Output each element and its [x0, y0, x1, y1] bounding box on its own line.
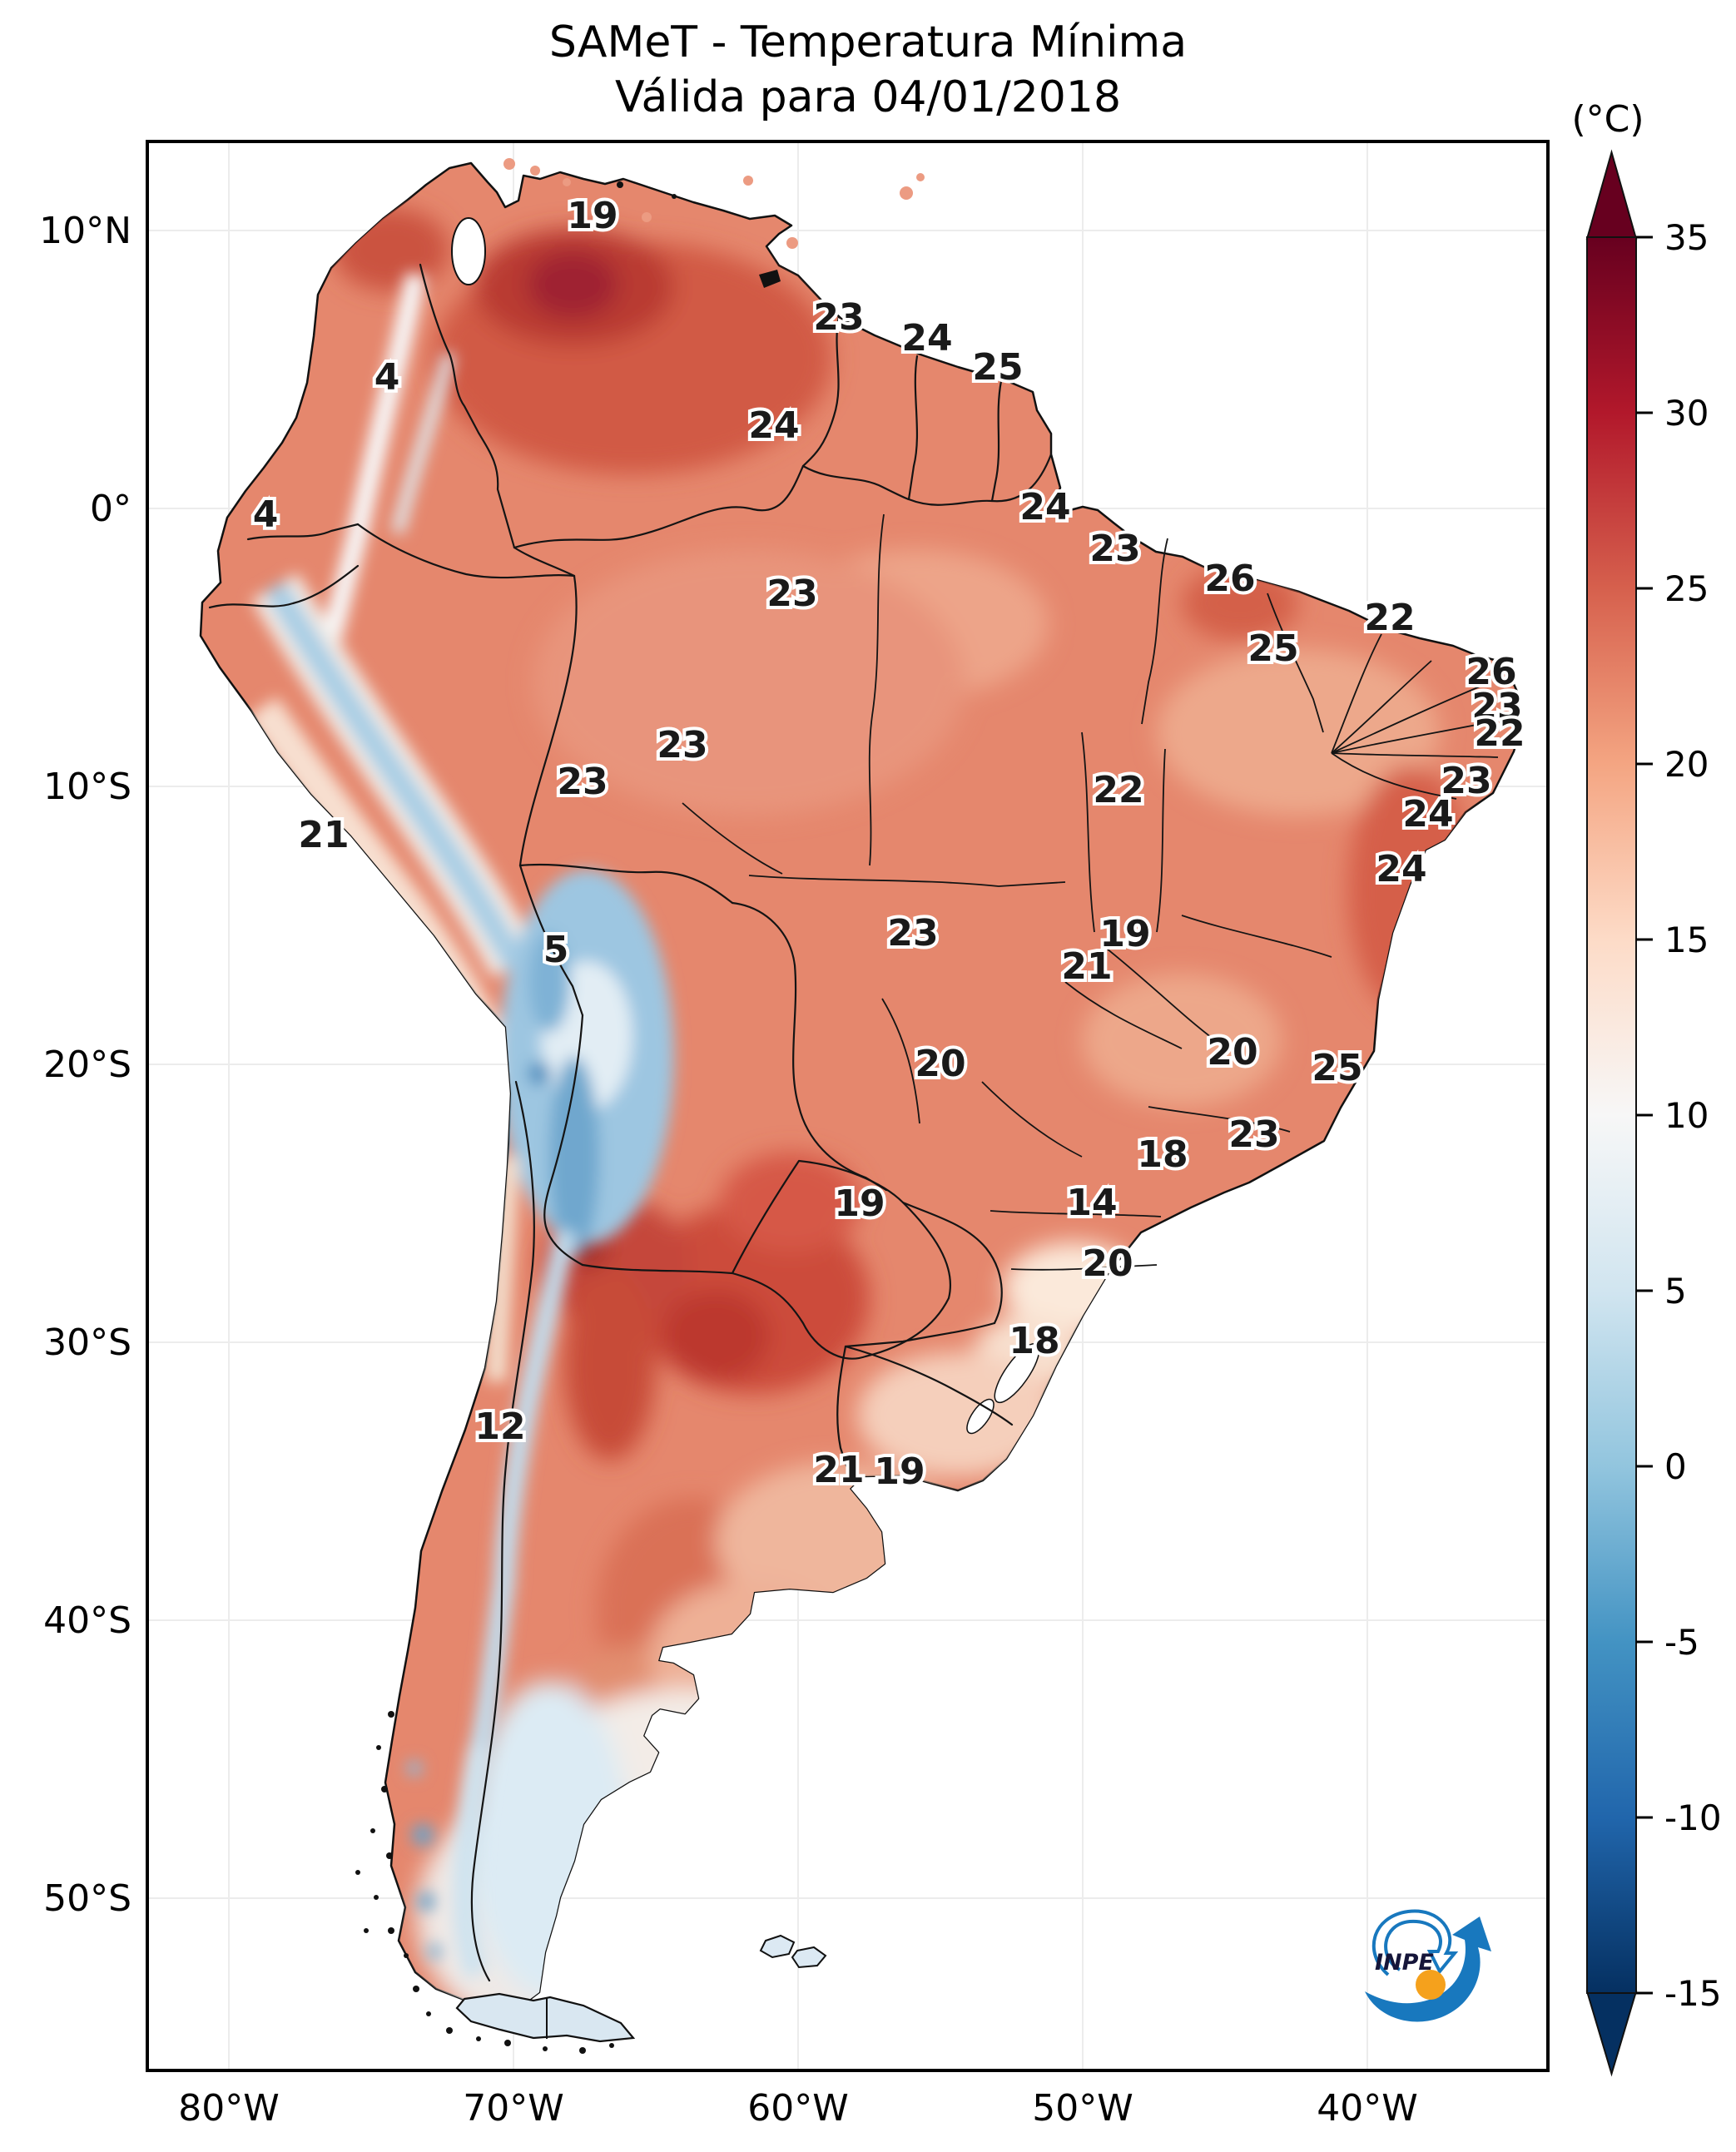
lat-tick-label: 10°N — [39, 210, 131, 252]
colorbar-tick-label: 20 — [1664, 744, 1709, 785]
lat-tick-label: 0° — [90, 488, 131, 530]
lake-maracaibo — [451, 217, 486, 285]
colorbar-unit-label: (°C) — [1571, 98, 1644, 141]
figure-title: SAMeT - Temperatura Mínima Válida para 0… — [0, 15, 1736, 125]
temp-label: 5 — [543, 929, 569, 971]
temp-label: 25 — [1247, 627, 1298, 670]
lat-tick-label: 10°S — [43, 766, 131, 808]
temp-label: 22 — [1093, 769, 1143, 811]
lon-tick-label: 40°W — [1317, 2087, 1418, 2130]
temp-label: 21 — [298, 814, 349, 856]
lat-tick-label: 20°S — [43, 1044, 131, 1086]
state-borders — [682, 513, 1507, 1271]
temp-label: 20 — [915, 1043, 965, 1085]
inpe-logo-text: INPE — [1375, 1950, 1434, 1976]
temp-label: 19 — [874, 1450, 925, 1493]
temp-label: 26 — [1204, 558, 1255, 600]
fjord-islets — [355, 1711, 614, 2054]
temp-label: 4 — [374, 356, 400, 399]
colorbar-tick-label: 35 — [1664, 217, 1709, 258]
temp-label: 22 — [1364, 597, 1415, 639]
lat-tick-label: 50°S — [43, 1877, 131, 1920]
tierra-del-fuego — [455, 1992, 636, 2043]
country-borders — [208, 263, 1053, 1982]
lon-tick-label: 70°W — [463, 2087, 564, 2130]
lat-tick-label: 30°S — [43, 1321, 131, 1364]
temp-label: 25 — [1312, 1047, 1362, 1089]
temp-label: 23 — [557, 761, 608, 803]
longitude-axis: 80°W 70°W 60°W 50°W 40°W — [178, 2087, 1418, 2130]
temp-label: 20 — [1207, 1031, 1257, 1074]
temp-label: 26 — [1466, 651, 1516, 693]
temp-label: 23 — [1471, 686, 1522, 728]
temp-label: 12 — [474, 1406, 525, 1448]
temp-label: 20 — [1082, 1242, 1133, 1285]
inpe-orbit-loop-icon — [1371, 1909, 1459, 1976]
temp-label: 4 — [253, 493, 279, 536]
temp-label: 24 — [748, 404, 799, 447]
colorbar-tick-label: 25 — [1664, 568, 1709, 609]
colorbar-tick-label: 30 — [1664, 393, 1709, 434]
temp-label: 23 — [813, 296, 864, 339]
temp-label: 21 — [813, 1449, 864, 1491]
temp-label: 23 — [887, 912, 938, 955]
islands — [503, 158, 925, 1969]
temp-label: 14 — [1066, 1182, 1117, 1224]
temp-label: 22 — [1474, 712, 1525, 755]
colorbar-ticks: 35 30 25 20 15 10 5 0 -5 -10 -15 — [1636, 217, 1722, 2014]
colorbar-tick-label: 15 — [1664, 920, 1709, 960]
temp-label: 23 — [766, 573, 817, 615]
temp-label: 24 — [1402, 793, 1453, 836]
temp-label: 18 — [1137, 1133, 1188, 1176]
temp-label: 23 — [1441, 760, 1491, 802]
temp-label: 21 — [1061, 945, 1112, 988]
temp-label: 23 — [1228, 1113, 1279, 1156]
colorbar-top-arrow — [1585, 149, 1638, 240]
colorbar-gradient-bar — [1586, 236, 1637, 1994]
temp-label: 24 — [1376, 848, 1426, 890]
temp-label: 18 — [1009, 1320, 1059, 1362]
temp-label: 19 — [1099, 913, 1150, 955]
temp-label: 23 — [1089, 528, 1140, 570]
colorbar-tick-label: 5 — [1664, 1271, 1687, 1312]
colorbar-tick-label: -15 — [1664, 1973, 1722, 2014]
inpe-orange-dot-icon — [1416, 1970, 1446, 2000]
title-line-2: Válida para 04/01/2018 — [614, 72, 1122, 122]
colorbar-tick-label: 10 — [1664, 1095, 1709, 1136]
colorbar-tick-label: 0 — [1664, 1446, 1687, 1487]
inpe-logo: INPE — [1365, 1909, 1491, 2022]
lon-tick-label: 50°W — [1032, 2087, 1133, 2130]
colorbar-tick-label: -10 — [1664, 1797, 1722, 1838]
title-line-1: SAMeT - Temperatura Mínima — [548, 17, 1188, 67]
lagoa-dos-patos — [994, 1342, 1040, 1404]
colorbar-bottom-arrow — [1585, 1991, 1638, 2077]
plot-frame — [146, 140, 1550, 2072]
colorbar: (°C) 35 30 25 20 15 10 5 0 -5 -10 -15 — [1571, 98, 1722, 2077]
colorbar-tick-label: -5 — [1664, 1622, 1699, 1663]
lat-tick-label: 40°S — [43, 1599, 131, 1642]
temp-label: 25 — [972, 346, 1023, 389]
temp-label: 23 — [657, 724, 707, 766]
temp-label: 19 — [567, 195, 618, 237]
temp-label: 24 — [901, 317, 952, 359]
lon-tick-label: 80°W — [178, 2087, 280, 2130]
lon-tick-label: 60°W — [747, 2087, 849, 2130]
latitude-axis: 10°N 0° 10°S 20°S 30°S 40°S 50°S — [39, 210, 131, 1920]
temp-label: 19 — [834, 1183, 885, 1225]
temp-label: 24 — [1019, 486, 1070, 528]
inpe-swoosh-arrow-icon — [1365, 1916, 1491, 2022]
